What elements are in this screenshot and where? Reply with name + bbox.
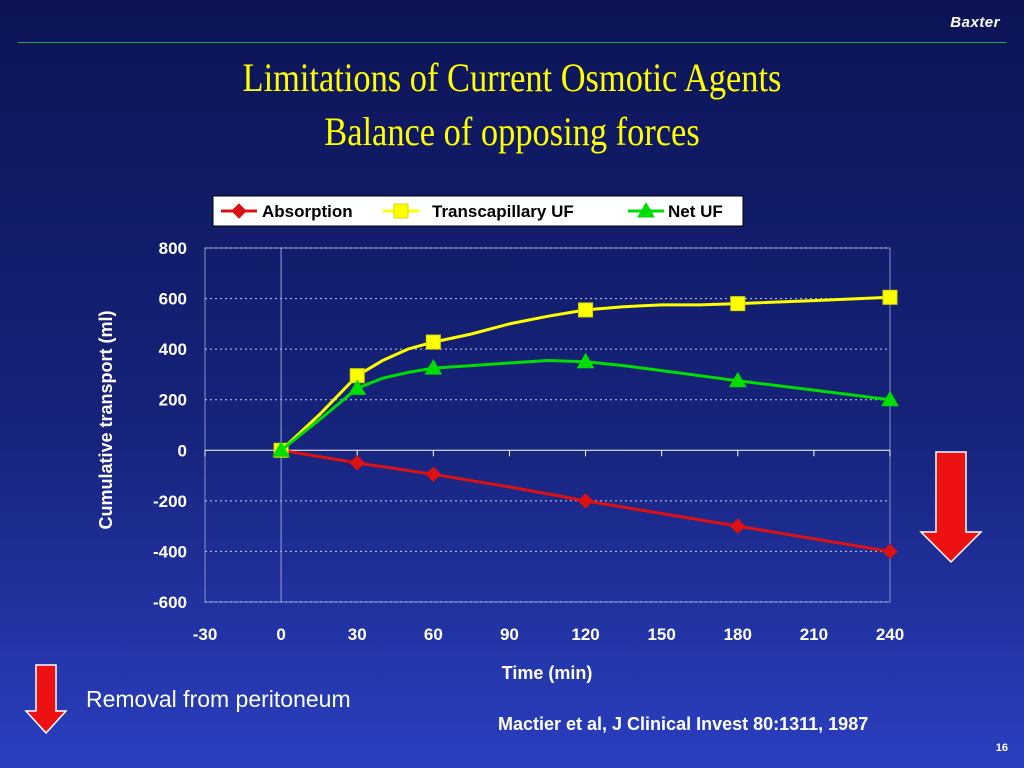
series-transcapillary-uf xyxy=(273,289,898,458)
y-tick-label: -200 xyxy=(153,492,187,511)
data-point xyxy=(272,441,290,457)
x-tick-label: 120 xyxy=(571,625,599,644)
y-tick-label: 400 xyxy=(159,340,187,359)
legend-label: Transcapillary UF xyxy=(432,202,574,221)
x-tick-label: 180 xyxy=(724,625,752,644)
chart-legend: Absorption Transcapillary UF Net UF xyxy=(212,195,744,227)
data-point xyxy=(882,289,898,305)
x-tick-label: 60 xyxy=(424,625,443,644)
x-tick-label: 90 xyxy=(500,625,519,644)
series-net-uf xyxy=(272,352,899,457)
y-tick-label: 600 xyxy=(159,290,187,309)
y-tick-label: 0 xyxy=(178,441,187,460)
data-point xyxy=(425,334,441,350)
x-tick-label: 240 xyxy=(876,625,904,644)
series-line xyxy=(280,359,891,452)
down-arrow-legend xyxy=(24,664,68,735)
y-tick-label: -400 xyxy=(153,542,187,561)
y-tick-label: -600 xyxy=(153,593,187,612)
header-divider xyxy=(18,42,1006,43)
legend-label: Absorption xyxy=(262,202,353,221)
page-number: 16 xyxy=(995,742,1008,754)
series-line xyxy=(280,448,891,553)
legend-swatch-marker xyxy=(231,203,247,219)
legend-swatch-marker xyxy=(637,201,655,218)
y-axis-title: Cumulative transport (ml) xyxy=(96,310,116,529)
footnote-removal: Removal from peritoneum xyxy=(86,686,351,712)
baxter-logo: Baxter xyxy=(950,14,1000,31)
data-point xyxy=(348,379,367,395)
data-point xyxy=(882,543,898,560)
y-tick-label: 800 xyxy=(159,239,187,258)
x-axis-title: Time (min) xyxy=(502,663,593,683)
plot-frame xyxy=(204,247,891,603)
x-tick-label: 0 xyxy=(276,625,285,644)
legend-box xyxy=(212,195,744,227)
legend-swatch-marker xyxy=(393,203,409,219)
x-tick-label: 150 xyxy=(647,625,675,644)
down-arrow-large xyxy=(919,451,983,564)
y-tick-label: 200 xyxy=(159,391,187,410)
data-point xyxy=(424,359,443,375)
data-point xyxy=(349,455,365,471)
data-point xyxy=(425,466,442,483)
data-point xyxy=(577,493,594,509)
slide-subtitle: Balance of opposing forces xyxy=(324,109,700,154)
data-point xyxy=(730,296,746,312)
citation: Mactier et al, J Clinical Invest 80:1311… xyxy=(498,714,869,734)
data-point xyxy=(576,352,595,369)
data-point xyxy=(730,518,746,534)
data-point xyxy=(578,302,594,318)
series-line xyxy=(280,295,891,452)
x-tick-label: 210 xyxy=(800,625,828,644)
slide-title: Limitations of Current Osmotic Agents xyxy=(242,55,782,100)
x-tick-label: 30 xyxy=(348,625,367,644)
data-point xyxy=(728,371,747,388)
data-point xyxy=(881,390,899,407)
legend-label: Net UF xyxy=(668,202,723,221)
series-absorption xyxy=(273,442,898,560)
x-tick-label: -30 xyxy=(193,625,218,644)
